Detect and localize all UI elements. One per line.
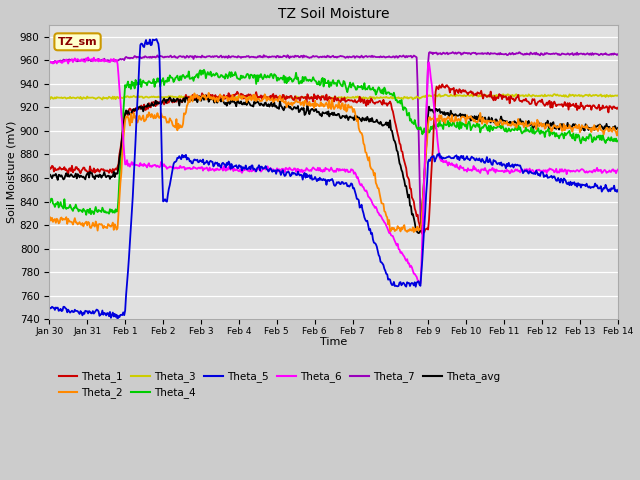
X-axis label: Time: Time — [320, 337, 347, 348]
Legend: Theta_1, Theta_2, Theta_3, Theta_4, Theta_5, Theta_6, Theta_7, Theta_avg: Theta_1, Theta_2, Theta_3, Theta_4, Thet… — [54, 367, 504, 403]
Y-axis label: Soil Moisture (mV): Soil Moisture (mV) — [7, 121, 17, 223]
Title: TZ Soil Moisture: TZ Soil Moisture — [278, 7, 389, 21]
Text: TZ_sm: TZ_sm — [58, 36, 97, 47]
